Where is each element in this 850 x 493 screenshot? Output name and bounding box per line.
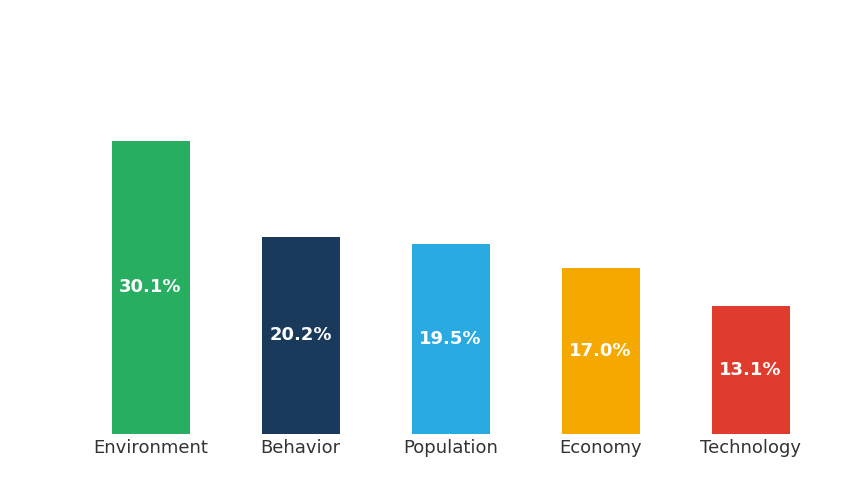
Bar (111, 141, 190, 434)
Text: 13.1%: 13.1% (719, 361, 782, 379)
Text: 17.0%: 17.0% (570, 342, 632, 360)
Bar (711, 306, 790, 434)
Text: 20.2%: 20.2% (269, 326, 332, 345)
Text: 19.5%: 19.5% (419, 330, 482, 348)
Bar (262, 237, 339, 434)
Bar (562, 268, 639, 434)
Text: 30.1%: 30.1% (119, 278, 182, 296)
Bar (411, 244, 490, 434)
